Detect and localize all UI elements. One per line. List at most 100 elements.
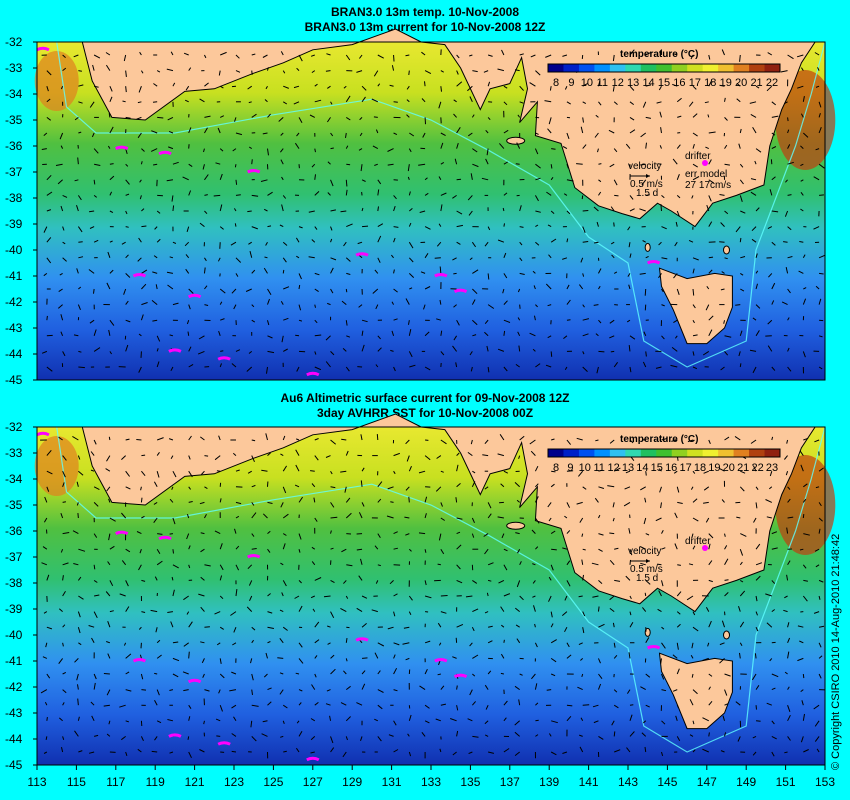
bathymetry-contour	[56, 426, 826, 753]
velocity-legend-label: velocity	[628, 546, 661, 557]
lat-label: -41	[5, 269, 23, 283]
australia-mainland	[81, 413, 816, 613]
drifter-track	[115, 530, 129, 535]
colorbar-swatch	[702, 64, 719, 72]
drifter-track	[306, 756, 320, 762]
colorbar-title: temperature (°C)	[620, 49, 698, 60]
lat-label: -36	[5, 524, 23, 538]
colorbar-swatch	[671, 64, 688, 72]
drifter-legend-marker	[702, 545, 708, 551]
lat-label: -37	[5, 550, 23, 564]
velocity-scale: 0.5 m/s	[630, 564, 663, 575]
lon-label: 137	[500, 775, 520, 789]
drifter-track	[355, 637, 369, 642]
colorbar-tick: 17	[679, 462, 691, 474]
panel1-title-line2: BRAN3.0 13m current for 10-Nov-2008 12Z	[304, 20, 546, 34]
colorbar-swatch	[733, 64, 750, 72]
flinders-island	[723, 245, 730, 255]
warm-west-patch	[34, 51, 79, 111]
drifter-legend-label: drifter	[685, 151, 711, 162]
drifter-track	[646, 260, 661, 265]
lon-label: 125	[263, 775, 283, 789]
velocity-legend-label: velocity	[628, 161, 661, 172]
colorbar-swatch	[594, 449, 611, 457]
colorbar-swatch	[733, 449, 750, 457]
lon-label: 121	[185, 775, 205, 789]
bathymetry-contour	[56, 41, 826, 368]
drifter-track	[434, 273, 448, 278]
lat-label: -39	[5, 217, 23, 231]
colorbar-tick: 9	[568, 77, 574, 89]
lat-label: -40	[5, 628, 23, 642]
drifter-legend-marker	[702, 160, 708, 166]
warm-west-patch	[34, 436, 79, 496]
panel2-title-line1: Au6 Altimetric surface current for 09-No…	[280, 391, 570, 405]
colorbar-tick: 9	[567, 462, 573, 474]
err-legend-label: err model	[685, 169, 727, 180]
drifter-track	[247, 169, 261, 174]
colorbar-tick: 17	[689, 77, 701, 89]
lat-label: -38	[5, 191, 23, 205]
colorbar-swatch	[764, 449, 781, 457]
colorbar-tick: 13	[627, 77, 639, 89]
colorbar-swatch	[578, 64, 595, 72]
colorbar-swatch	[764, 64, 781, 72]
king-island	[644, 627, 651, 637]
drifter-track	[168, 733, 182, 738]
lon-label: 115	[67, 775, 86, 789]
colorbar-tick: 13	[622, 462, 634, 474]
lon-label: 141	[579, 775, 599, 789]
colorbar-tick: 11	[597, 77, 608, 89]
colorbar-swatch	[749, 64, 766, 72]
lon-label: 147	[697, 775, 717, 789]
colorbar-tick: 14	[636, 462, 648, 474]
colorbar-tick: 10	[579, 462, 591, 474]
lon-label: 145	[657, 775, 677, 789]
colorbar-swatch	[702, 449, 719, 457]
lon-label: 119	[146, 775, 165, 789]
lat-label: -40	[5, 243, 23, 257]
drifter-track	[115, 145, 129, 150]
colorbar-tick: 21	[737, 462, 749, 474]
drifter-track	[187, 678, 202, 684]
colorbar-swatch	[718, 64, 735, 72]
lat-label: -37	[5, 165, 23, 179]
velocity-arrows	[41, 49, 826, 374]
lat-label: -43	[5, 321, 23, 335]
colorbar-tick: 12	[612, 77, 624, 89]
panel1-title-line1: BRAN3.0 13m temp. 10-Nov-2008	[330, 5, 520, 19]
lat-label: -39	[5, 602, 23, 616]
lat-label: -34	[5, 87, 23, 101]
colorbar-tick: 11	[593, 462, 604, 474]
lon-label: 129	[342, 775, 362, 789]
lat-label: -36	[5, 139, 23, 153]
drifter-track	[36, 46, 50, 52]
colorbar-swatch	[625, 64, 642, 72]
colorbar-tick: 20	[723, 462, 735, 474]
colorbar-swatch	[656, 64, 673, 72]
lat-label: -43	[5, 706, 23, 720]
tasmania	[658, 267, 733, 345]
lon-label: 117	[106, 775, 125, 789]
kangaroo-island	[506, 136, 526, 145]
colorbar-tick: 10	[581, 77, 593, 89]
drifter-track	[453, 673, 468, 678]
warm-current-patch	[775, 70, 836, 170]
lat-label: -35	[5, 113, 23, 127]
colorbar-swatch	[548, 449, 564, 457]
lat-label: -45	[5, 758, 23, 772]
velocity-days: 1.5 d	[636, 188, 658, 199]
colorbar-swatch	[640, 64, 657, 72]
lon-label: 123	[224, 775, 244, 789]
drifter-track	[247, 554, 261, 559]
err-legend-value: 27 17cm/s	[685, 180, 731, 191]
map-frame	[36, 41, 826, 381]
warm-current-patch	[775, 455, 836, 555]
colorbar-tick: 21	[750, 77, 762, 89]
lon-label: 127	[303, 775, 323, 789]
colorbar-tick: 18	[704, 77, 716, 89]
colorbar-tick: 22	[766, 77, 778, 89]
flinders-island	[723, 630, 730, 640]
map-panel-1	[33, 28, 836, 381]
colorbar-tick: 16	[665, 462, 677, 474]
